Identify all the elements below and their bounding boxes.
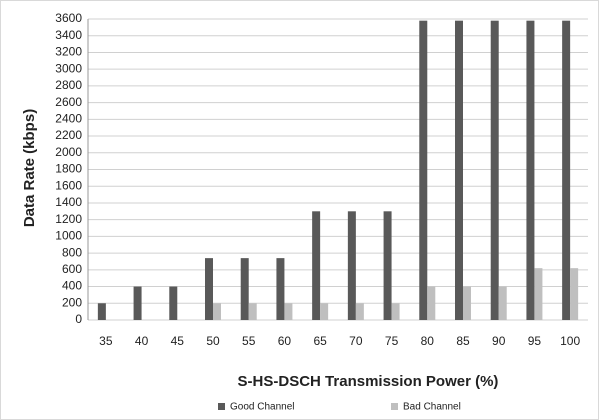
y-tick-label: 3200 xyxy=(55,45,82,59)
y-tick-label: 2600 xyxy=(55,95,82,109)
bar xyxy=(570,268,579,320)
bar xyxy=(355,303,364,320)
y-tick-label: 400 xyxy=(62,279,82,293)
bar xyxy=(248,303,257,320)
x-axis-title: S-HS-DSCH Transmission Power (%) xyxy=(238,373,499,390)
bar xyxy=(498,286,507,320)
bar xyxy=(562,20,571,321)
bar xyxy=(419,20,428,321)
y-tick-label: 200 xyxy=(62,295,82,309)
bar xyxy=(169,286,178,320)
x-tick-label: 60 xyxy=(278,334,292,348)
x-tick-label: 90 xyxy=(492,334,506,348)
x-tick-label: 85 xyxy=(456,334,470,348)
bar xyxy=(463,286,471,320)
y-tick-label: 2000 xyxy=(55,145,82,159)
bar xyxy=(455,20,463,321)
bar xyxy=(427,286,436,320)
x-tick-label: 65 xyxy=(313,334,327,348)
y-tick-label: 3600 xyxy=(55,11,82,25)
y-tick-label: 2800 xyxy=(55,78,82,92)
y-tick-label: 800 xyxy=(62,245,82,259)
y-axis-title: Data Rate (kbps) xyxy=(21,109,38,227)
x-tick-label: 50 xyxy=(206,334,220,348)
y-tick-label: 1200 xyxy=(55,212,82,226)
bar xyxy=(97,303,106,320)
bar xyxy=(526,20,535,321)
y-tick-label: 3400 xyxy=(55,28,82,42)
bar xyxy=(284,303,293,320)
y-tick-label: 1800 xyxy=(55,162,82,176)
x-tick-label: 35 xyxy=(99,334,113,348)
y-tick-label: 0 xyxy=(75,312,82,326)
x-tick-label: 75 xyxy=(385,334,399,348)
bar xyxy=(391,303,400,320)
x-tick-label: 100 xyxy=(560,334,580,348)
y-tick-label: 1600 xyxy=(55,178,82,192)
bar xyxy=(347,211,356,320)
bar xyxy=(383,211,392,320)
y-tick-label: 3000 xyxy=(55,61,82,75)
legend-swatch xyxy=(391,403,398,410)
y-tick-label: 1000 xyxy=(55,229,82,243)
y-tick-label: 1400 xyxy=(55,195,82,209)
legend-label: Good Channel xyxy=(230,402,295,413)
legend-swatch xyxy=(218,403,225,410)
x-tick-label: 80 xyxy=(421,334,435,348)
bar xyxy=(312,211,321,320)
bar xyxy=(240,258,249,320)
bar xyxy=(213,303,221,320)
y-tick-label: 2400 xyxy=(55,112,82,126)
bar xyxy=(534,268,543,320)
x-tick-label: 70 xyxy=(349,334,363,348)
bar xyxy=(276,258,285,320)
x-tick-label: 95 xyxy=(528,334,542,348)
bar xyxy=(133,286,142,320)
legend-label: Bad Channel xyxy=(403,402,461,413)
x-tick-label: 55 xyxy=(242,334,256,348)
x-tick-label: 45 xyxy=(171,334,185,348)
bar xyxy=(205,258,213,320)
bar xyxy=(320,303,329,320)
y-tick-label: 2200 xyxy=(55,128,82,142)
x-tick-label: 40 xyxy=(135,334,149,348)
y-tick-label: 600 xyxy=(62,262,82,276)
bar xyxy=(490,20,499,321)
